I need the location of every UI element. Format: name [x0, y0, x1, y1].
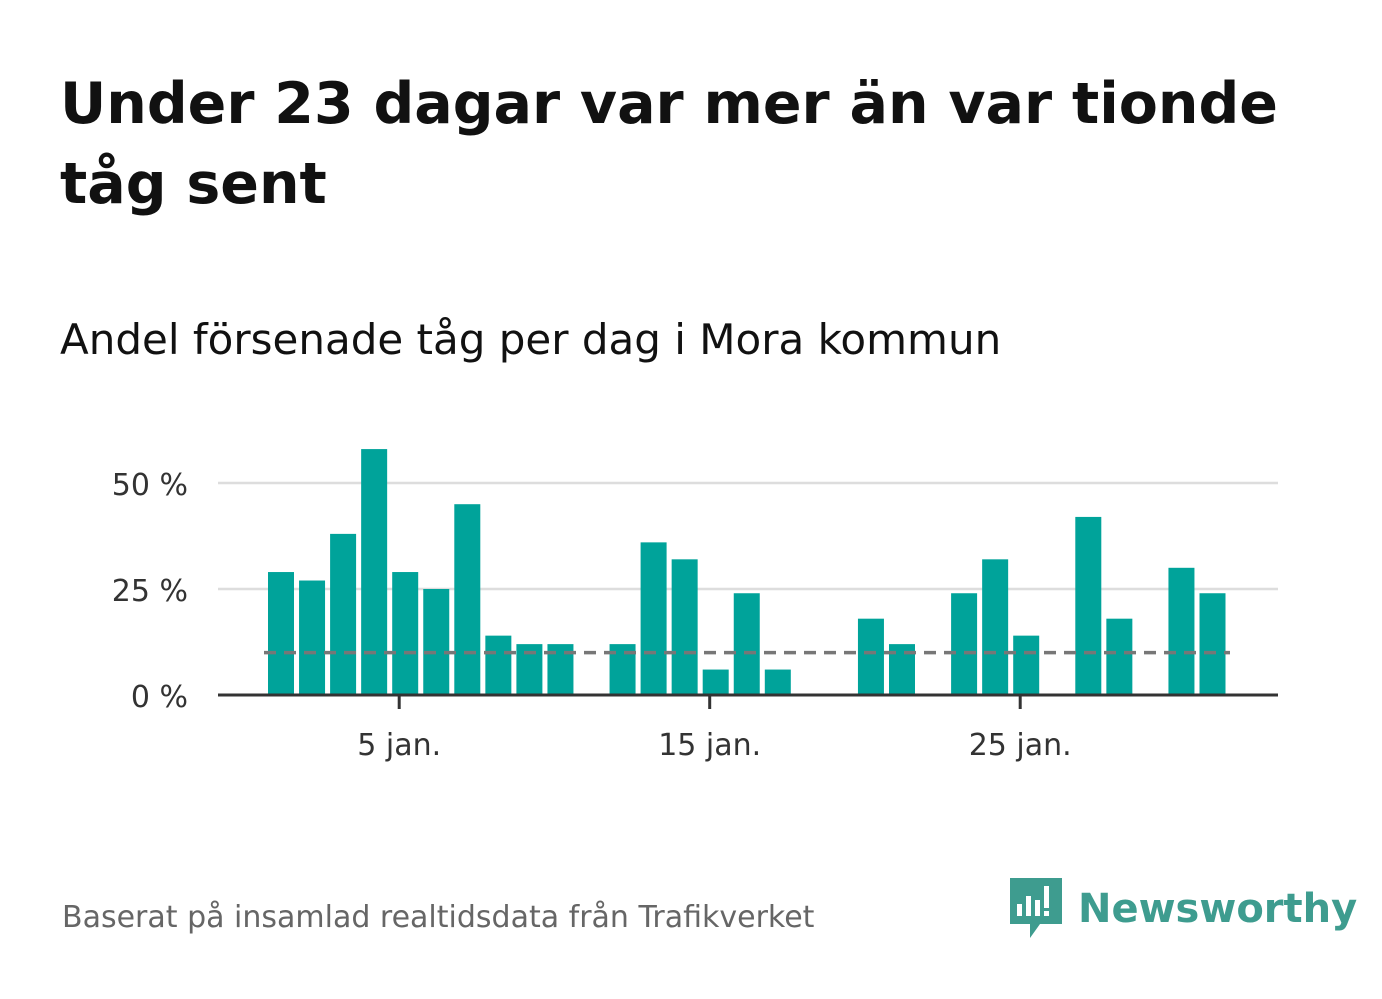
source-note: Baserat på insamlad realtidsdata från Tr…: [62, 900, 815, 935]
x-tick-label: 15 jan.: [658, 728, 761, 763]
bar: 27 jan.: 42 %: [1075, 516, 1102, 695]
bar: 13 jan.: 36 %: [640, 542, 667, 695]
bar: 5 jan.: 29 %: [392, 572, 419, 695]
newsworthy-logo: Newsworthy: [1010, 878, 1357, 940]
bar: 28 jan.: 18 %: [1106, 618, 1133, 695]
bar: 24 jan.: 32 %: [982, 559, 1009, 695]
bars: 1 jan.: 29 %2 jan.: 27 %3 jan.: 38 %4 ja…: [268, 449, 1226, 695]
x-tick-label: 25 jan.: [969, 728, 1072, 763]
brand-name: Newsworthy: [1078, 886, 1358, 932]
bar: 23 jan.: 24 %: [951, 593, 978, 695]
bar: 16 jan.: 24 %: [733, 593, 760, 695]
bar: 6 jan.: 25 %: [423, 589, 450, 695]
bar: 25 jan.: 14 %: [1013, 635, 1040, 695]
chart-subtitle: Andel försenade tåg per dag i Mora kommu…: [60, 315, 1002, 364]
bar: 7 jan.: 45 %: [454, 504, 481, 695]
bar: 15 jan.: 6 %: [702, 669, 729, 695]
axes: 0 % 25 % 50 % 5 jan. 15 jan. 25 jan.: [112, 468, 1278, 763]
bar: 17 jan.: 6 %: [764, 669, 791, 695]
x-tick-label: 5 jan.: [357, 728, 441, 763]
bar: 4 jan.: 58 %: [361, 449, 388, 695]
bar: 8 jan.: 14 %: [485, 635, 512, 695]
bar: 31 jan.: 24 %: [1199, 593, 1226, 695]
bar: 20 jan.: 18 %: [857, 618, 884, 695]
bar: 2 jan.: 27 %: [299, 580, 326, 695]
bar: 30 jan.: 30 %: [1168, 567, 1195, 695]
bar: 3 jan.: 38 %: [330, 533, 357, 695]
y-tick-label: 50 %: [112, 468, 188, 503]
chart-title: Under 23 dagar var mer än var tionde tåg…: [60, 71, 1278, 217]
y-tick-label: 25 %: [112, 574, 188, 609]
newsworthy-logo-icon: [1010, 878, 1062, 938]
bar: 1 jan.: 29 %: [268, 572, 294, 695]
y-tick-label: 0 %: [131, 680, 188, 715]
bar: 14 jan.: 32 %: [671, 559, 698, 695]
